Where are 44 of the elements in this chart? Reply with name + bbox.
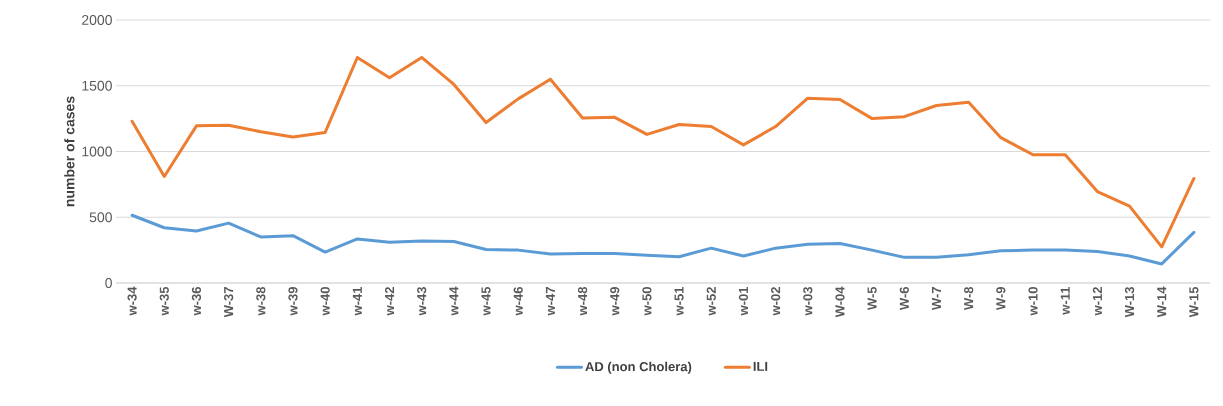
x-tick-label: w-36 (191, 286, 202, 316)
x-tick-label: w-40 (320, 287, 330, 316)
x-tick-label: w-12 (1092, 287, 1102, 316)
x-tick-label: w-48 (577, 286, 588, 316)
y-tick-label: 2000 (82, 15, 112, 25)
x-tick-label: w-41 (352, 286, 362, 316)
x-tick-label: W-37 (224, 287, 234, 318)
x-tick-label: W-04 (835, 286, 845, 318)
x-tick-label: w-50 (642, 287, 652, 316)
x-tick-label: w-01 (738, 286, 749, 316)
x-tick-label: w-51 (674, 286, 684, 316)
x-tick-label: w-47 (545, 287, 555, 316)
x-tick-label: W-14 (1157, 286, 1167, 318)
x-tick-label: W-15 (1189, 286, 1199, 318)
y-tick-label: 500 (89, 212, 112, 223)
y-tick-label: 1500 (82, 80, 112, 91)
x-tick-label: w-52 (706, 287, 716, 316)
x-tick-label: w-03 (803, 286, 813, 316)
legend-label: AD (non Cholera) (585, 361, 692, 374)
x-tick-label: W-8 (964, 286, 974, 311)
x-tick-label: w-11 (1060, 286, 1070, 315)
x-tick-label: W-6 (899, 286, 909, 311)
x-tick-label: w-35 (159, 286, 169, 316)
x-tick-label: w-42 (384, 287, 395, 316)
x-tick-label: w-39 (288, 287, 298, 316)
x-tick-label: w-38 (256, 286, 266, 316)
x-tick-label: w-49 (610, 287, 620, 316)
x-tick-label: w-46 (513, 286, 523, 316)
x-tick-label: w-43 (417, 286, 427, 316)
x-tick-label: W-5 (867, 286, 877, 311)
x-tick-label: w-34 (127, 286, 137, 316)
legend-label: ILI (753, 361, 768, 371)
line-series (130, 55, 1196, 249)
x-tick-label: w-02 (771, 287, 781, 316)
x-tick-label: w-10 (1028, 287, 1038, 316)
x-tick-label: W-7 (932, 287, 941, 311)
y-tick-label: 1000 (82, 146, 112, 157)
x-tick-label: w-44 (449, 286, 459, 316)
line-series (130, 213, 1196, 266)
y-axis-title: number of cases (64, 96, 75, 207)
x-tick-label: W-9 (996, 287, 1006, 311)
y-tick-label: 0 (105, 278, 112, 288)
x-tick-label: w-45 (481, 286, 491, 316)
x-tick-label: W-13 (1124, 286, 1135, 318)
